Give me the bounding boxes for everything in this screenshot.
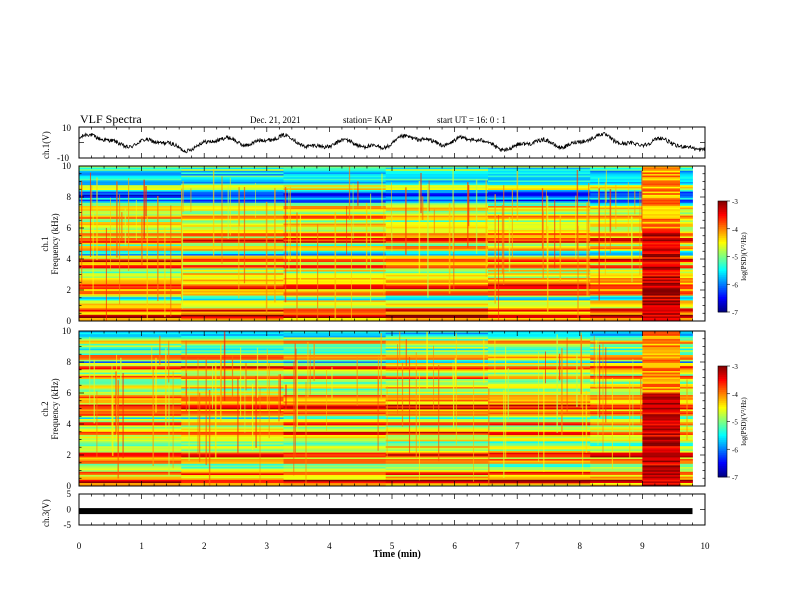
spec-ytick-label: 0	[67, 481, 72, 491]
ch3-ytick-label: 0	[67, 505, 72, 515]
spec-ytick-label: 0	[67, 316, 72, 326]
start-time-label: start UT = 16: 0 : 1	[437, 115, 506, 125]
ch3-ytick-label: -5	[64, 520, 72, 530]
ch1-waveform-panel: 10 -10 ch.1(V)	[41, 123, 706, 163]
colorbar-ch2: -3 -4 -5 -6 -7 log(PSD)(V²/Hz)	[717, 363, 748, 482]
colorbar-tick-label: -7	[732, 309, 738, 317]
spec-ytick-label: 4	[67, 419, 72, 429]
ch2-spectrogram-panel: 0 2 4 6 8 10 ch.2 Frequency (kHz)	[40, 326, 706, 491]
spec-ytick-label: 2	[67, 285, 72, 295]
ch3-waveform-band	[79, 508, 693, 515]
colorbar-label: log(PSD)(V²/Hz)	[740, 397, 748, 446]
ch1-ytick-top: 10	[62, 123, 72, 133]
time-tick-label: 5	[390, 541, 395, 551]
colorbar-ch1: -3 -4 -5 -6 -7 log(PSD)(V²/Hz)	[717, 198, 748, 317]
time-axis-label: Time (min)	[373, 549, 421, 560]
station-label: station= KAP	[343, 115, 392, 125]
colorbar-tick-label: -7	[732, 474, 738, 482]
colorbar-tick-label: -3	[732, 363, 738, 371]
colorbar-tick-label: -5	[732, 419, 738, 427]
spec-ytick-label: 10	[62, 326, 72, 336]
ch2-spectrogram-image	[79, 331, 693, 487]
time-tick-label: 10	[701, 541, 711, 551]
time-tick-label: 1	[139, 541, 144, 551]
ch1-ytick-bottom: -10	[57, 153, 69, 163]
ch3-waveform-panel: 5 0 -5 0 1 2 3 4 5 6 7 8 9 10 ch.3(V) Time (min)	[41, 489, 710, 560]
colorbar-tick-label: -4	[732, 226, 738, 234]
ch3-ytick-label: 5	[67, 489, 72, 499]
ch1-spec-ylabel: Frequency (kHz)	[50, 213, 60, 274]
spec-ytick-label: 8	[67, 192, 72, 202]
time-tick-label: 4	[327, 541, 332, 551]
time-tick-label: 9	[640, 541, 645, 551]
date-label: Dec. 21, 2021	[250, 115, 301, 125]
colorbar-tick-label: -6	[732, 446, 738, 454]
spec-ytick-label: 6	[67, 223, 72, 233]
ch1-spectrogram-image	[79, 166, 693, 322]
ch1-waveform-line	[78, 132, 706, 154]
spec-ytick-label: 10	[62, 161, 72, 171]
colorbar-label: log(PSD)(V²/Hz)	[740, 232, 748, 281]
spec-ytick-label: 8	[67, 357, 72, 367]
ch2-spec-ylabel: Frequency (kHz)	[50, 378, 60, 439]
ch3-ylabel: ch.3(V)	[41, 499, 51, 527]
ch1-spectrogram-panel: 0 2 4 6 8 10 ch.1 Frequency (kHz)	[40, 161, 706, 326]
spec-ytick-label: 4	[67, 254, 72, 264]
time-tick-label: 3	[265, 541, 270, 551]
time-tick-label: 2	[202, 541, 207, 551]
colorbar-tick-label: -5	[732, 254, 738, 262]
ch2-spec-ylabel-ch: ch.2	[40, 401, 50, 416]
colorbar-tick-label: -3	[732, 198, 738, 206]
time-tick-label: 8	[578, 541, 583, 551]
ch1-spec-ylabel-ch: ch.1	[40, 236, 50, 251]
colorbar-tick-label: -6	[732, 281, 738, 289]
ch1-ylabel: ch.1(V)	[41, 131, 51, 159]
time-tick-label: 7	[515, 541, 520, 551]
spec-ytick-label: 6	[67, 388, 72, 398]
figure-title: VLF Spectra	[80, 112, 142, 126]
spec-ytick-label: 2	[67, 450, 72, 460]
colorbar-tick-label: -4	[732, 391, 738, 399]
time-tick-label: 0	[77, 541, 82, 551]
time-tick-label: 6	[452, 541, 457, 551]
